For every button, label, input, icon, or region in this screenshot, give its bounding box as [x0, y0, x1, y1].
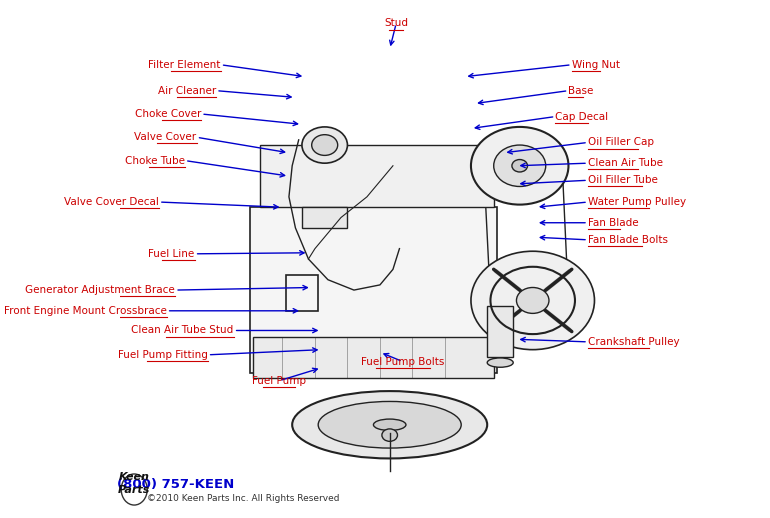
Text: Fan Blade Bolts: Fan Blade Bolts	[588, 235, 668, 245]
FancyBboxPatch shape	[259, 145, 494, 207]
Circle shape	[494, 145, 546, 186]
Text: Valve Cover Decal: Valve Cover Decal	[64, 197, 159, 207]
Ellipse shape	[487, 358, 514, 367]
Text: Choke Tube: Choke Tube	[125, 155, 185, 166]
Text: Fuel Pump: Fuel Pump	[253, 376, 306, 386]
Text: Fan Blade: Fan Blade	[588, 218, 638, 228]
Text: Clean Air Tube Stud: Clean Air Tube Stud	[132, 325, 233, 336]
FancyBboxPatch shape	[253, 337, 494, 378]
Circle shape	[471, 127, 568, 205]
Text: Oil Filler Tube: Oil Filler Tube	[588, 175, 658, 185]
Text: Cap Decal: Cap Decal	[555, 111, 608, 122]
Text: Fuel Line: Fuel Line	[149, 249, 195, 259]
Text: Oil Filler Cap: Oil Filler Cap	[588, 137, 654, 148]
Text: Base: Base	[568, 85, 594, 96]
Text: Choke Cover: Choke Cover	[135, 109, 201, 119]
Ellipse shape	[373, 419, 406, 430]
Text: (800) 757-KEEN: (800) 757-KEEN	[116, 478, 234, 491]
Text: Filter Element: Filter Element	[149, 60, 221, 70]
Text: Clean Air Tube: Clean Air Tube	[588, 158, 663, 168]
Text: Crankshaft Pulley: Crankshaft Pulley	[588, 337, 680, 347]
FancyArrowPatch shape	[496, 271, 519, 290]
Bar	[302, 207, 347, 228]
Bar	[286, 275, 318, 311]
Text: Fuel Pump Fitting: Fuel Pump Fitting	[118, 350, 208, 360]
Circle shape	[512, 160, 527, 172]
Ellipse shape	[292, 391, 487, 458]
Text: Fuel Pump Bolts: Fuel Pump Bolts	[361, 356, 444, 367]
Circle shape	[382, 429, 397, 441]
FancyArrowPatch shape	[547, 271, 570, 290]
Circle shape	[302, 127, 347, 163]
Text: Parts: Parts	[118, 484, 150, 495]
FancyArrowPatch shape	[496, 311, 519, 330]
Circle shape	[312, 135, 338, 155]
Circle shape	[471, 251, 594, 350]
Text: Valve Cover: Valve Cover	[135, 132, 196, 142]
Text: Wing Nut: Wing Nut	[571, 60, 620, 70]
Circle shape	[517, 287, 549, 313]
Text: Front Engine Mount Crossbrace: Front Engine Mount Crossbrace	[4, 306, 167, 316]
Ellipse shape	[318, 401, 461, 448]
FancyArrowPatch shape	[547, 311, 570, 330]
Text: Generator Adjustment Brace: Generator Adjustment Brace	[25, 285, 175, 295]
Text: Water Pump Pulley: Water Pump Pulley	[588, 197, 686, 207]
Text: Keen: Keen	[119, 471, 149, 482]
Text: Stud: Stud	[384, 18, 408, 28]
Bar	[487, 306, 514, 357]
Text: ©2010 Keen Parts Inc. All Rights Reserved: ©2010 Keen Parts Inc. All Rights Reserve…	[147, 494, 340, 503]
Text: Air Cleaner: Air Cleaner	[158, 85, 216, 96]
FancyBboxPatch shape	[250, 207, 497, 373]
